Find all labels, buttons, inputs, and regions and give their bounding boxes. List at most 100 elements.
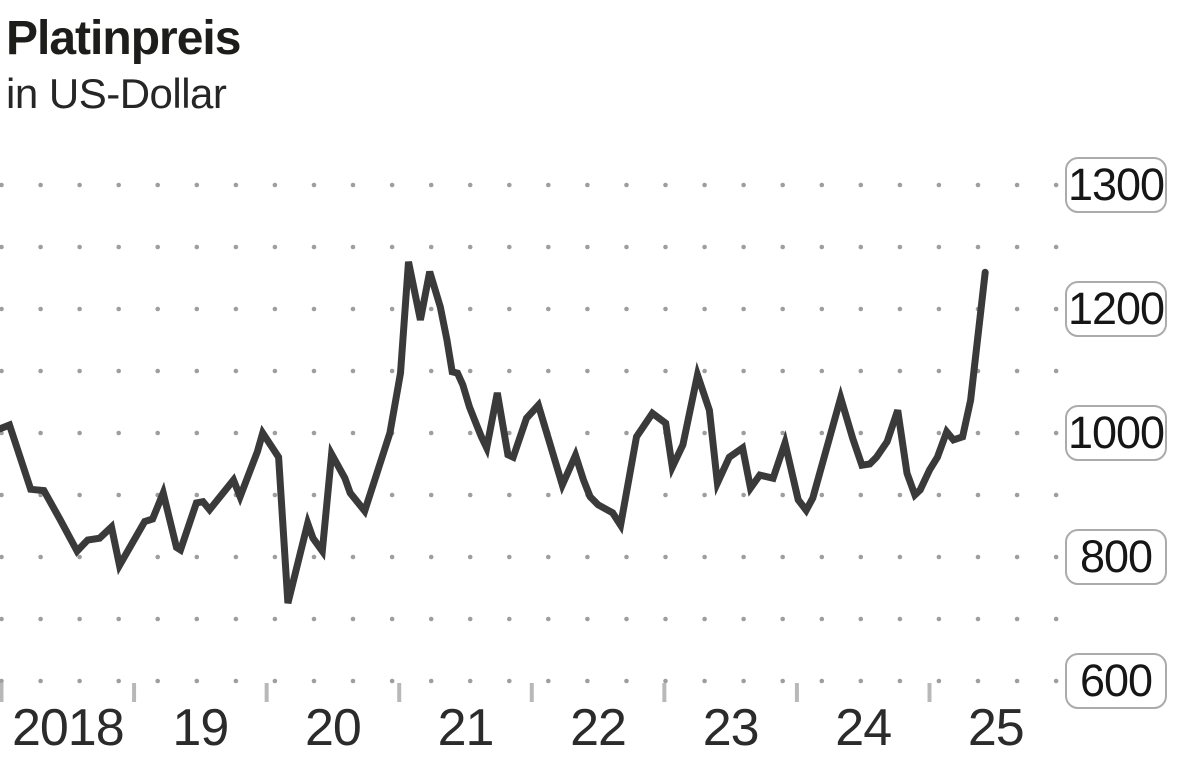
- grid-dot: [897, 554, 903, 560]
- grid-dot: [428, 182, 434, 188]
- grid-dot: [467, 244, 473, 250]
- grid-dot: [1053, 430, 1059, 436]
- grid-dot: [272, 492, 278, 498]
- grid-dot: [624, 554, 629, 560]
- grid-dot: [0, 616, 4, 622]
- x-tick-label: 2018: [11, 699, 125, 757]
- grid-dot: [975, 554, 981, 560]
- grid-dot: [272, 554, 278, 560]
- grid-dot: [585, 678, 590, 684]
- grid-dot: [741, 244, 746, 250]
- grid-dot: [194, 616, 200, 622]
- grid-dot: [0, 182, 4, 188]
- grid-dot: [77, 678, 82, 684]
- grid-dot: [155, 678, 160, 684]
- grid-dot: [741, 368, 746, 374]
- x-tick-label: 20: [305, 699, 362, 757]
- grid-dot: [0, 492, 4, 498]
- grid-dot: [1014, 368, 1020, 374]
- grid-dot: [350, 616, 356, 622]
- grid-dot: [467, 182, 473, 188]
- grid-dot: [0, 244, 4, 250]
- grid-dot: [389, 492, 395, 498]
- grid-dot: [936, 492, 942, 498]
- grid-dot: [77, 182, 82, 188]
- grid-dot: [467, 616, 473, 622]
- grid-dot: [194, 678, 200, 684]
- grid-dot: [897, 182, 903, 188]
- y-axis-label-box: 1000: [1065, 404, 1167, 461]
- grid-dot: [0, 554, 4, 560]
- grid-dot: [702, 182, 707, 188]
- grid-dot: [1053, 616, 1059, 622]
- grid-dot: [819, 182, 825, 188]
- grid-dot: [0, 678, 4, 684]
- grid-dot: [975, 616, 981, 622]
- grid-dot: [272, 616, 278, 622]
- x-axis-ticks: [0, 683, 932, 702]
- grid-dot: [116, 430, 121, 436]
- grid-dot: [233, 430, 239, 436]
- grid-dot: [507, 182, 512, 188]
- grid-dot: [194, 554, 200, 560]
- grid-dot: [819, 554, 825, 560]
- grid-dot: [1053, 182, 1059, 188]
- grid-dot: [546, 616, 551, 622]
- grid-dot: [389, 616, 395, 622]
- grid-dot: [1014, 182, 1020, 188]
- grid-dot: [741, 678, 746, 684]
- grid-dot: [897, 244, 903, 250]
- grid-dot: [272, 678, 278, 684]
- x-tick-label: 23: [702, 699, 760, 757]
- grid-dot: [507, 368, 512, 374]
- grid-dot: [116, 678, 121, 684]
- grid-dot: [1053, 678, 1059, 684]
- grid-dot: [1053, 554, 1059, 560]
- grid-dot: [624, 182, 629, 188]
- grid-dot: [389, 678, 395, 684]
- grid-dot: [624, 678, 629, 684]
- grid-dot: [780, 678, 785, 684]
- grid-dot: [350, 368, 356, 374]
- grid-dot: [194, 492, 200, 498]
- grid-dot: [389, 554, 395, 560]
- grid-dot: [585, 616, 590, 622]
- grid-dot: [819, 492, 825, 498]
- grid-dot: [194, 430, 200, 436]
- grid-dot: [428, 368, 434, 374]
- grid-dot: [1053, 368, 1059, 374]
- grid-dot: [858, 430, 864, 436]
- grid-dot: [194, 244, 200, 250]
- grid-dot: [819, 368, 825, 374]
- grid-dot: [38, 182, 43, 188]
- grid-dot: [663, 368, 668, 374]
- grid-dot: [702, 492, 707, 498]
- grid-dot: [780, 368, 785, 374]
- x-tick-label: 25: [967, 699, 1025, 757]
- grid-dot: [546, 244, 551, 250]
- grid-dot: [819, 678, 825, 684]
- grid-dot: [780, 306, 785, 312]
- x-tick-label: 21: [437, 699, 495, 757]
- grid-dot: [311, 616, 317, 622]
- grid-dot: [858, 554, 864, 560]
- grid-dot: [507, 430, 512, 436]
- grid-dot: [155, 616, 160, 622]
- grid-dot: [819, 430, 825, 436]
- grid-dot: [585, 182, 590, 188]
- grid-dot: [741, 306, 746, 312]
- grid-dot: [272, 244, 278, 250]
- grid-dot: [624, 244, 629, 250]
- grid-dot: [702, 554, 707, 560]
- grid-dot: [936, 182, 942, 188]
- grid-dot: [38, 306, 43, 312]
- grid-dot: [741, 182, 746, 188]
- grid-dot: [702, 678, 707, 684]
- grid-dot: [77, 616, 82, 622]
- grid-dot: [897, 616, 903, 622]
- y-axis-label-box: 1300: [1065, 156, 1167, 213]
- grid-dot: [272, 368, 278, 374]
- grid-dot: [936, 306, 942, 312]
- grid-dot: [741, 430, 746, 436]
- grid-dot: [858, 244, 864, 250]
